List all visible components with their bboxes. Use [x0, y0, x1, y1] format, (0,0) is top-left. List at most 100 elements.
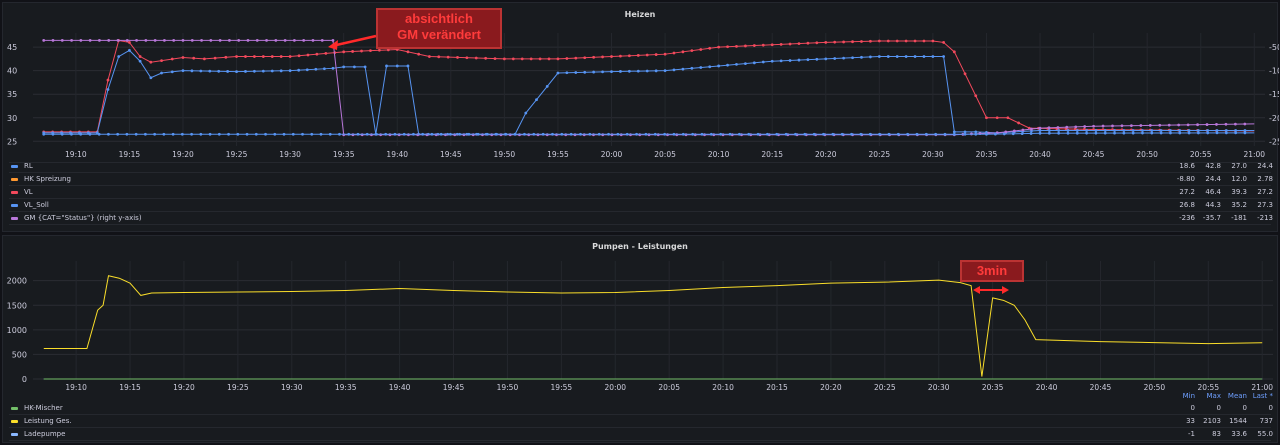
data-point [548, 57, 551, 60]
data-point [306, 68, 309, 71]
data-point [235, 70, 238, 73]
data-point [532, 133, 535, 136]
data-point [182, 39, 185, 42]
legend-item[interactable]: HK-Mischer 0 0 0 0 [11, 403, 1273, 413]
data-point [1225, 129, 1228, 132]
y-tick-label: 35 [7, 90, 17, 99]
data-point [717, 46, 720, 49]
data-point [588, 133, 591, 136]
data-point [1057, 129, 1060, 132]
y-tick-label-right: -100 [1269, 67, 1279, 76]
data-point [807, 58, 810, 61]
data-point [512, 57, 515, 60]
data-point [357, 133, 360, 136]
data-point [107, 79, 110, 82]
data-point [942, 41, 945, 44]
legend-item[interactable]: RL 18.6 42.8 27.0 24.4 [11, 161, 1273, 171]
data-point [384, 133, 387, 136]
data-point [200, 39, 203, 42]
legend-row-divider [9, 224, 1271, 225]
legend-value: 44.3 [1195, 201, 1221, 209]
legend-swatch [11, 420, 18, 423]
data-point [565, 71, 568, 74]
data-point [1122, 129, 1125, 132]
data-point [645, 133, 648, 136]
data-point [1083, 125, 1086, 128]
chart-heizen[interactable]: 45 40 35 30 25 -50 -100 -150 -200 -250 19:10 19:15 1… [3, 3, 1279, 163]
data-point [1158, 124, 1161, 127]
legend-item[interactable]: VL_Soll 26.8 44.3 35.2 27.3 [11, 200, 1273, 210]
x-tick-label: 19:40 [389, 383, 411, 392]
data-point [592, 56, 595, 59]
data-point [1225, 123, 1228, 126]
data-point [297, 69, 300, 72]
data-point [1206, 123, 1209, 126]
data-point [664, 69, 667, 72]
y-tick-label: 25 [7, 137, 17, 146]
data-point [271, 70, 274, 73]
series-line [44, 50, 1255, 134]
data-point [61, 133, 64, 136]
x-tick-label: 19:40 [386, 150, 408, 159]
legend-label: RL [24, 162, 33, 170]
data-point [495, 133, 498, 136]
data-point [307, 54, 310, 57]
x-tick-label: 20:05 [654, 150, 676, 159]
legend-stat-header[interactable]: Min [1169, 392, 1195, 400]
data-point [271, 55, 274, 58]
data-point [1013, 130, 1016, 133]
x-tick-label: 20:50 [1144, 383, 1166, 392]
data-point [125, 133, 128, 136]
data-point [128, 49, 131, 52]
data-point [735, 45, 738, 48]
data-point [283, 133, 286, 136]
data-point [619, 55, 622, 58]
data-point [477, 133, 480, 136]
data-point [1188, 129, 1191, 132]
data-point [1216, 131, 1219, 134]
data-point [144, 133, 147, 136]
x-tick-label: 19:55 [547, 150, 569, 159]
data-point [897, 133, 900, 136]
data-point [974, 94, 977, 97]
data-point [1215, 123, 1218, 126]
legend-item[interactable]: VL 27.2 46.4 39.3 27.2 [11, 187, 1273, 197]
chart-pumpen[interactable]: 2000 1500 1000 500 0 19:10 19:15 19:20 19:25 19:3… [3, 236, 1279, 396]
data-point [329, 133, 332, 136]
data-point [228, 39, 231, 42]
data-point [896, 55, 899, 58]
data-point [690, 67, 693, 70]
data-point [637, 70, 640, 73]
data-point [262, 55, 265, 58]
legend-stat-header[interactable]: Max [1195, 392, 1221, 400]
data-point [708, 47, 711, 50]
data-point [610, 55, 613, 58]
legend-label: HK Spreizung [24, 175, 71, 183]
legend-item[interactable]: Leistung Ges. 33 2103 1544 737 [11, 416, 1273, 426]
legend-item[interactable]: GM {CAT="Status"} (right y-axis) -236 -35.… [11, 213, 1273, 223]
data-point [235, 55, 238, 58]
data-point [757, 133, 760, 136]
data-point [247, 39, 250, 42]
data-point [1141, 132, 1144, 135]
x-tick-label: 20:45 [1090, 383, 1112, 392]
legend-swatch [11, 407, 18, 410]
legend-stat-header[interactable]: Last * [1247, 392, 1273, 400]
data-point [289, 55, 292, 58]
legend-item[interactable]: Ladepumpe -1 83 33.6 55.0 [11, 429, 1273, 439]
data-point [79, 39, 82, 42]
data-point [107, 133, 110, 136]
data-point [385, 65, 388, 68]
data-point [70, 133, 73, 136]
annotation-double-arrow [972, 284, 1012, 296]
data-point [1206, 129, 1209, 132]
legend-label: VL_Soll [24, 201, 49, 209]
x-tick-label: 20:00 [604, 383, 626, 392]
x-tick-label: 20:25 [874, 383, 896, 392]
data-point [1012, 132, 1015, 135]
data-point [831, 133, 834, 136]
data-point [583, 56, 586, 59]
x-tick-label: 20:20 [820, 383, 842, 392]
legend-stat-header[interactable]: Mean [1221, 392, 1247, 400]
legend-item[interactable]: HK Spreizung -8.80 24.4 12.0 2.78 [11, 174, 1273, 184]
